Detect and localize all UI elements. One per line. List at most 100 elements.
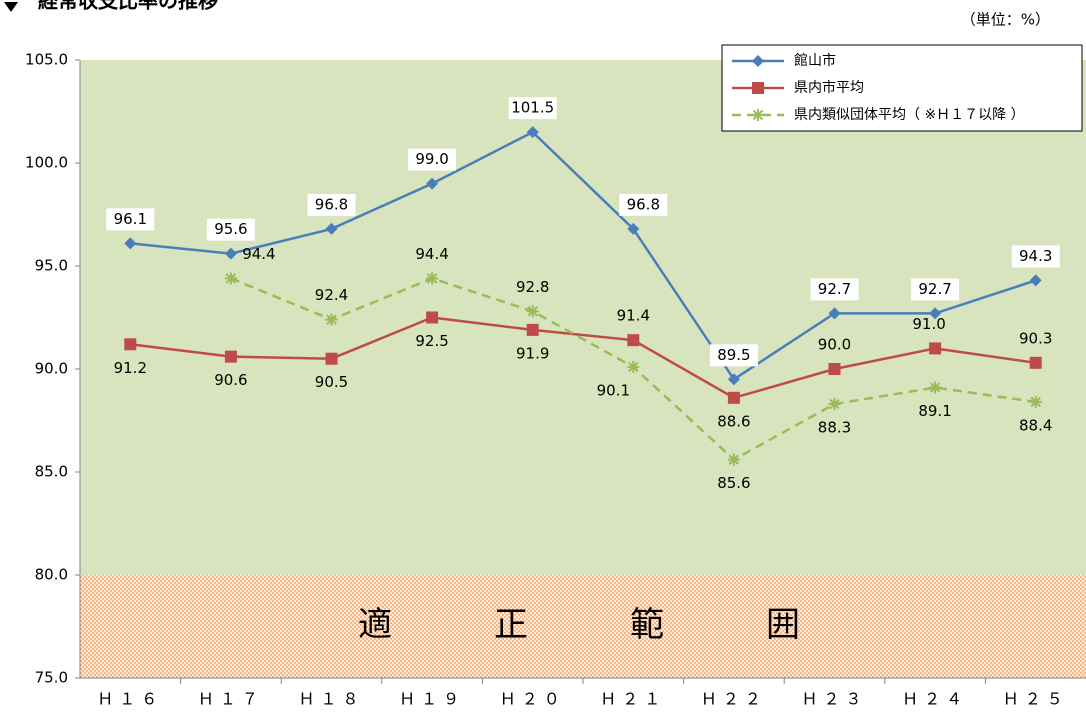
marker bbox=[752, 82, 764, 94]
value-label: 90.3 bbox=[1019, 329, 1052, 347]
value-label: 96.1 bbox=[114, 210, 147, 228]
optimal-range-label: 適 正 範 囲 bbox=[358, 605, 800, 645]
x-tick-label: Ｈ１８ bbox=[298, 690, 364, 709]
y-tick-label: 100.0 bbox=[25, 154, 68, 172]
y-tick-label: 95.0 bbox=[35, 257, 68, 275]
marker bbox=[224, 350, 237, 363]
marker bbox=[426, 272, 439, 285]
value-label: 96.8 bbox=[627, 195, 660, 213]
legend-label: 県内市平均 bbox=[794, 79, 864, 96]
marker-stroke bbox=[1030, 396, 1041, 408]
value-label: 91.2 bbox=[114, 359, 147, 377]
value-label-bg bbox=[206, 218, 255, 241]
marker bbox=[752, 109, 764, 121]
marker-stroke bbox=[929, 382, 941, 393]
value-label: 89.5 bbox=[717, 346, 750, 364]
marker bbox=[828, 398, 841, 411]
value-label: 91.0 bbox=[912, 315, 945, 333]
marker bbox=[1029, 274, 1042, 287]
marker bbox=[426, 177, 439, 190]
marker bbox=[224, 247, 237, 260]
value-label-bg bbox=[1011, 245, 1060, 268]
marker bbox=[1029, 395, 1042, 408]
series-line bbox=[130, 130, 1037, 382]
legend-label: 館山市 bbox=[794, 52, 836, 69]
value-label: 91.9 bbox=[516, 344, 549, 362]
x-tick-label: Ｈ２１ bbox=[600, 690, 666, 709]
x-tick-label: Ｈ１６ bbox=[97, 690, 163, 709]
marker bbox=[1029, 356, 1042, 369]
marker bbox=[752, 55, 764, 67]
marker-stroke bbox=[225, 273, 237, 284]
value-label: 90.0 bbox=[818, 336, 851, 354]
series-line bbox=[130, 316, 1036, 400]
value-label: 96.8 bbox=[315, 195, 348, 213]
legend-label: 県内類似団体平均（ ※Ｈ１７以降 ） bbox=[794, 107, 1025, 123]
value-label-bg bbox=[508, 97, 557, 120]
value-label: 94.3 bbox=[1019, 247, 1052, 265]
value-label: 92.7 bbox=[818, 280, 851, 298]
marker bbox=[727, 391, 740, 404]
x-tick-label: Ｈ２５ bbox=[1003, 690, 1069, 709]
marker bbox=[627, 334, 640, 347]
marker bbox=[627, 222, 640, 235]
marker bbox=[325, 352, 338, 365]
marker bbox=[426, 311, 439, 324]
marker bbox=[526, 126, 539, 139]
value-label-bg bbox=[408, 148, 457, 171]
marker-stroke bbox=[326, 314, 337, 325]
marker bbox=[929, 342, 942, 355]
y-tick-label: 90.0 bbox=[35, 360, 68, 378]
marker bbox=[325, 222, 338, 235]
chart-title: 経常収支比率の推移 bbox=[38, 0, 218, 13]
value-label: 88.6 bbox=[717, 412, 750, 430]
x-tick-label: Ｈ１９ bbox=[399, 690, 465, 709]
marker bbox=[929, 307, 942, 320]
value-label: 88.3 bbox=[818, 419, 851, 437]
value-label-bg bbox=[619, 193, 668, 216]
x-tick-label: Ｈ２２ bbox=[701, 690, 767, 709]
value-label: 90.5 bbox=[315, 373, 348, 391]
x-tick-label: Ｈ２３ bbox=[801, 690, 867, 709]
x-tick-label: Ｈ２０ bbox=[500, 690, 566, 709]
marker bbox=[727, 373, 740, 386]
y-tick-label: 75.0 bbox=[35, 669, 68, 687]
value-label: 89.1 bbox=[918, 402, 951, 420]
value-label-bg bbox=[911, 278, 960, 301]
value-label: 88.4 bbox=[1019, 416, 1052, 434]
value-label-bg bbox=[106, 208, 155, 231]
optimal-range bbox=[80, 575, 1086, 678]
y-tick-label: 105.0 bbox=[25, 51, 68, 69]
marker-stroke bbox=[628, 361, 639, 373]
marker bbox=[124, 338, 137, 351]
marker-stroke bbox=[426, 273, 438, 284]
value-label: 92.4 bbox=[315, 286, 348, 304]
title-marker bbox=[4, 2, 18, 12]
x-tick-label: Ｈ２４ bbox=[902, 690, 968, 709]
x-tick-label: Ｈ１７ bbox=[198, 690, 264, 709]
y-tick-label: 80.0 bbox=[35, 566, 68, 584]
marker bbox=[526, 323, 539, 336]
value-label: 94.4 bbox=[242, 245, 275, 263]
value-label: 92.8 bbox=[516, 278, 549, 296]
marker-stroke bbox=[527, 306, 538, 317]
value-label: 92.5 bbox=[415, 332, 448, 350]
y-tick-label: 85.0 bbox=[35, 463, 68, 481]
marker-stroke bbox=[829, 398, 840, 410]
value-label-bg bbox=[307, 193, 356, 216]
value-label: 92.7 bbox=[918, 280, 951, 298]
value-label: 94.4 bbox=[415, 245, 448, 263]
marker bbox=[627, 360, 640, 373]
marker bbox=[929, 381, 942, 394]
value-label: 101.5 bbox=[511, 99, 554, 117]
marker bbox=[727, 453, 740, 466]
unit-label: （単位：%） bbox=[961, 11, 1050, 29]
value-label: 99.0 bbox=[415, 150, 448, 168]
value-label-bg bbox=[810, 278, 859, 301]
marker-stroke bbox=[752, 109, 764, 121]
marker-stroke bbox=[728, 454, 740, 465]
marker bbox=[526, 305, 539, 318]
marker bbox=[325, 313, 338, 326]
